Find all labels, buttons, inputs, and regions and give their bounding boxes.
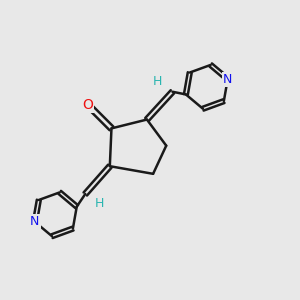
Text: H: H — [94, 197, 104, 210]
Text: H: H — [153, 75, 162, 88]
Text: N: N — [30, 215, 40, 228]
Text: N: N — [223, 73, 232, 86]
Text: O: O — [82, 98, 93, 112]
